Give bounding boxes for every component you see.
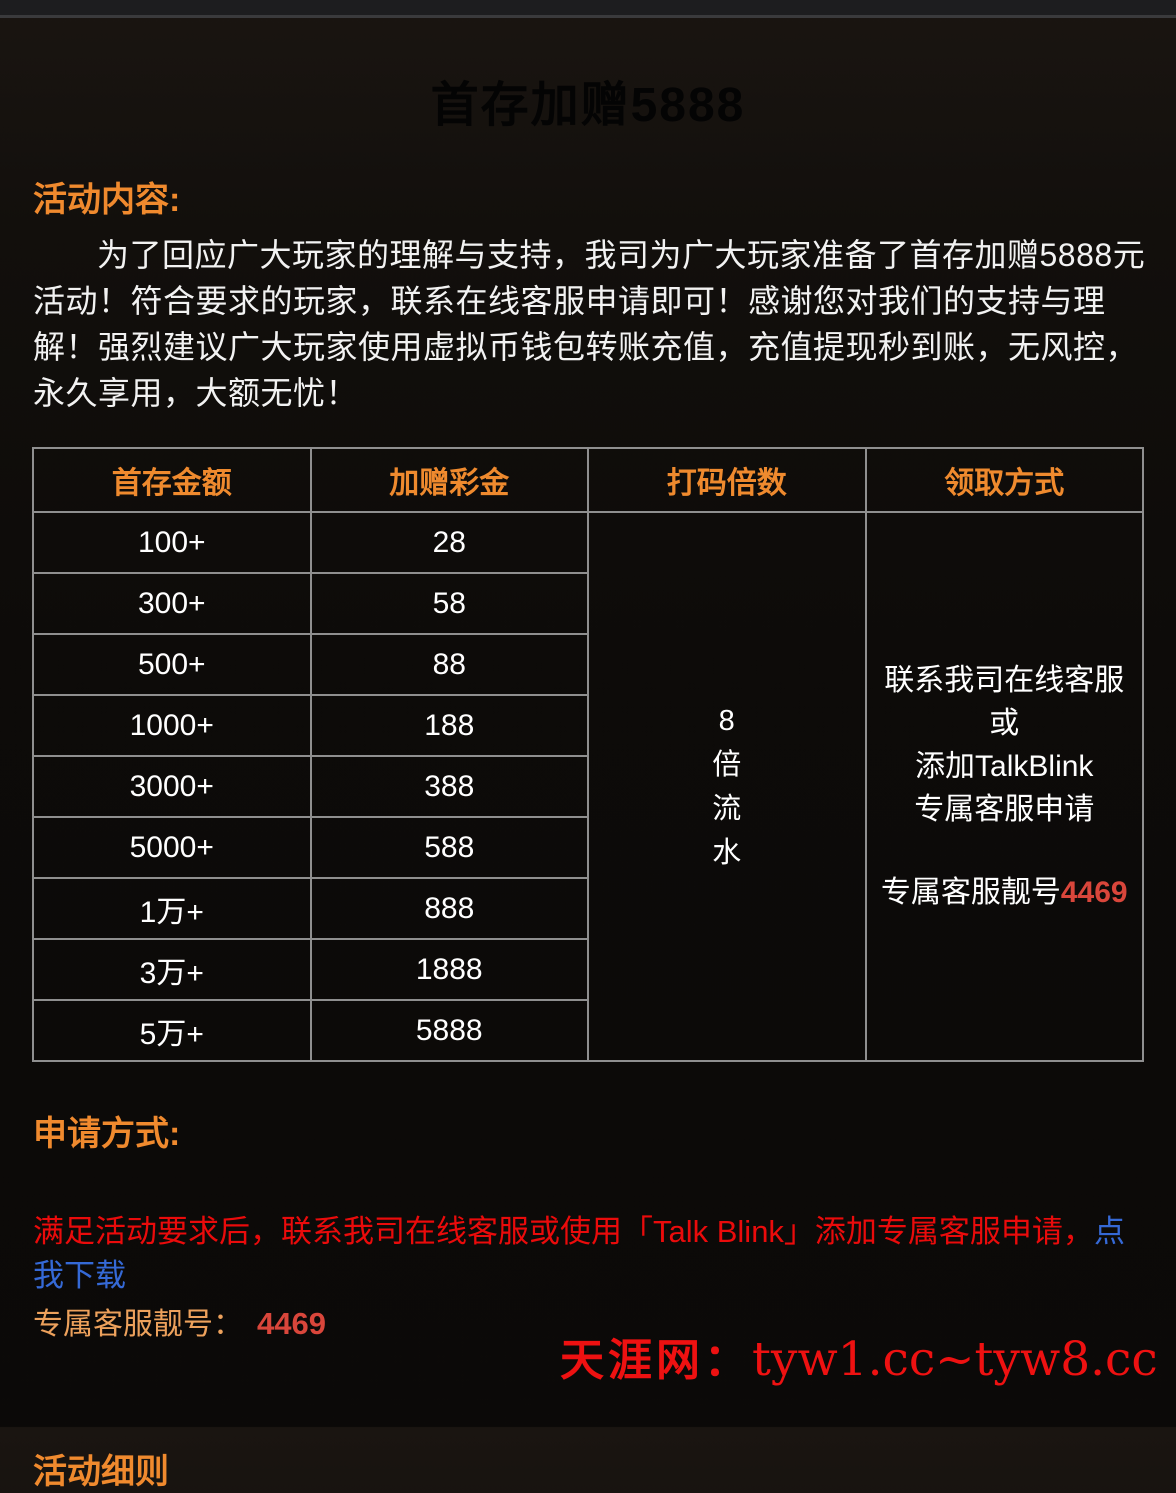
amount-cell: 300+ <box>32 572 312 635</box>
wagering-cell: 8 倍 流 水 <box>587 511 867 1062</box>
claim-line: 联系我司在线客服 <box>884 664 1125 697</box>
apply-instructions-text: 满足活动要求后，联系我司在线客服或使用「Talk Blink」添加专属客服申请， <box>33 1214 1094 1249</box>
service-number-value: 4469 <box>257 1306 326 1341</box>
page-title: 首存加赠5888 <box>430 79 746 132</box>
claim-line: 添加TalkBlink <box>915 750 1094 783</box>
service-number-line: 专属客服靓号： 4469 <box>33 1303 1176 1346</box>
top-bar <box>0 0 1176 18</box>
table-row: 500+ 88 <box>32 633 1143 696</box>
amount-cell: 1万+ <box>32 877 312 940</box>
header-claim-method: 领取方式 <box>864 447 1144 513</box>
bonus-cell: 5888 <box>309 999 589 1062</box>
wagering-line: 倍 <box>712 748 742 781</box>
claim-method-cell: 联系我司在线客服 或 添加TalkBlink 专属客服申请 专属客服靓号4469 <box>864 511 1144 1062</box>
amount-cell: 100+ <box>32 511 312 574</box>
bonus-cell: 88 <box>309 633 589 696</box>
section-heading-apply: 申请方式: <box>33 1115 181 1153</box>
wagering-line: 流 <box>712 792 742 825</box>
header-wagering-multiplier: 打码倍数 <box>587 447 867 513</box>
amount-cell: 1000+ <box>32 694 312 757</box>
claim-footer-label: 专属客服靓号 <box>880 876 1061 909</box>
table-row: 100+ 28 8 倍 流 水 联系我司在线客服 或 添加TalkBlink 专… <box>32 511 1144 1062</box>
table-row: 1000+ 188 <box>32 694 1143 757</box>
service-number-label: 专属客服靓号： <box>33 1308 243 1341</box>
promo-table: 首存金额 加赠彩金 打码倍数 领取方式 100+ 28 8 倍 流 水 联系我司… <box>32 447 1144 1062</box>
amount-cell: 5万+ <box>32 999 312 1062</box>
wagering-line: 8 <box>718 704 735 737</box>
header-deposit-amount: 首存金额 <box>32 447 312 513</box>
table-row: 3万+ 1888 <box>32 938 1143 1001</box>
amount-cell: 500+ <box>32 633 312 696</box>
watermark: 天涯网：tyw1.cc~tyw8.cc <box>560 1324 1158 1388</box>
table-row: 5000+ 588 <box>32 816 1143 879</box>
download-link[interactable]: 点我下载 <box>33 1214 1125 1293</box>
activity-description: 为了回应广大玩家的理解与支持，我司为广大玩家准备了首存加赠5888元活动！符合要… <box>33 237 1146 411</box>
bonus-cell: 58 <box>309 572 589 635</box>
clipped-bottom-heading: 活动细则 <box>33 1453 169 1492</box>
claim-footer-line: 专属客服靓号4469 <box>867 871 1143 914</box>
bonus-cell: 888 <box>309 877 589 940</box>
table-row: 3000+ 388 <box>32 755 1143 818</box>
section-heading-content: 活动内容: <box>33 181 181 219</box>
table-header-row: 首存金额 加赠彩金 打码倍数 领取方式 <box>32 447 1144 513</box>
amount-cell: 3万+ <box>32 938 312 1001</box>
bonus-cell: 388 <box>309 755 589 818</box>
bonus-cell: 28 <box>309 511 589 574</box>
claim-line: 专属客服申请 <box>914 793 1095 826</box>
bonus-cell: 1888 <box>309 938 589 1001</box>
claim-footer-number: 4469 <box>1060 876 1128 909</box>
apply-instructions: 满足活动要求后，联系我司在线客服或使用「Talk Blink」添加专属客服申请，… <box>33 1210 1148 1298</box>
bonus-cell: 188 <box>309 694 589 757</box>
table-row: 1万+ 888 <box>32 877 1143 940</box>
wagering-line: 水 <box>712 836 742 869</box>
amount-cell: 3000+ <box>32 755 312 818</box>
bonus-cell: 588 <box>309 816 589 879</box>
amount-cell: 5000+ <box>32 816 312 879</box>
header-bonus: 加赠彩金 <box>309 447 589 513</box>
table-row: 300+ 58 <box>32 572 1143 635</box>
watermark-site-name: 天涯网： <box>560 1336 752 1385</box>
watermark-urls: tyw1.cc~tyw8.cc <box>752 1332 1158 1387</box>
table-row: 5万+ 5888 <box>32 999 1143 1062</box>
claim-line: 或 <box>989 707 1020 740</box>
